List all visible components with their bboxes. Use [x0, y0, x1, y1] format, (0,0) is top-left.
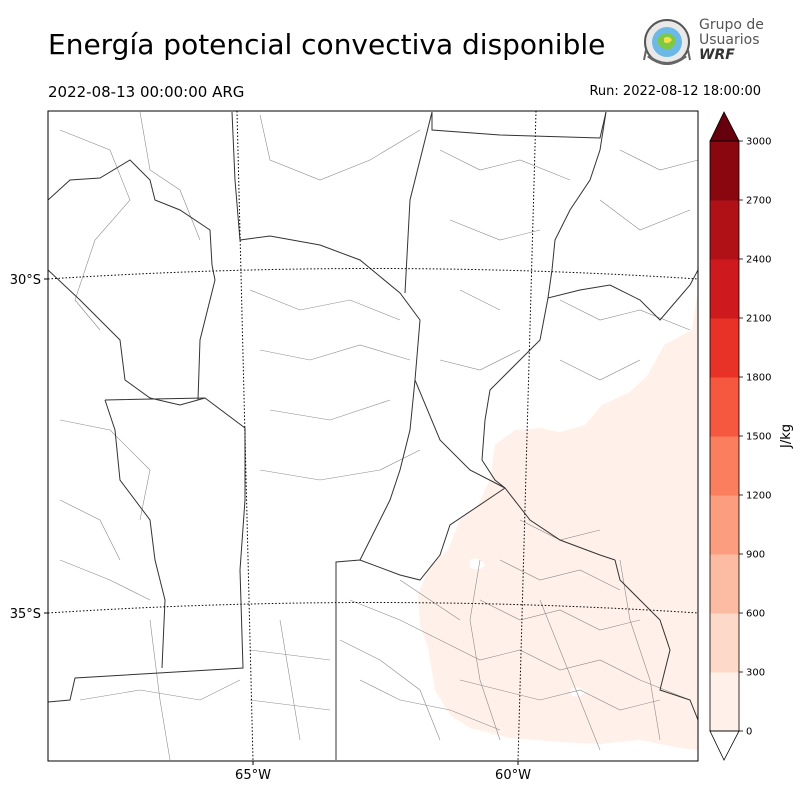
colorbar-band: [710, 436, 739, 496]
colorbar-band: [710, 318, 739, 378]
lon-label-60w: 60°W: [495, 768, 531, 783]
colorbar-band: [710, 200, 739, 260]
colorbar-tick-label: 300: [746, 668, 765, 679]
globe-emblem-icon: [643, 19, 691, 65]
province-boundaries: [48, 111, 698, 760]
cape-field: [418, 290, 698, 750]
colorbar-tick-label: 1500: [746, 432, 771, 443]
cape-gap: [470, 558, 485, 570]
colorbar-unit-label: J/kg: [779, 424, 794, 449]
logo-line-1: Grupo de: [699, 17, 764, 33]
colorbar-tick-label: 3000: [746, 137, 771, 148]
colorbar-tick-label: 0: [746, 727, 752, 738]
colorbar-tick-label: 1200: [746, 491, 771, 502]
colorbar-over-triangle: [709, 111, 740, 142]
colorbar-tick-label: 2100: [746, 314, 771, 325]
valid-time-label: 2022-08-13 00:00:00 ARG: [48, 83, 245, 101]
colorbar-bands: [710, 141, 739, 732]
map-title: Energía potencial convectiva disponible: [48, 28, 606, 61]
colorbar-band: [710, 613, 739, 673]
run-time-label: Run: 2022-08-12 18:00:00: [589, 84, 761, 99]
colorbar-tick-label: 2700: [746, 196, 771, 207]
colorbar-tick-label: 1800: [746, 373, 771, 384]
wrf-group-logo: Grupo de Usuarios WRF: [638, 16, 778, 72]
axis-ticks: [44, 278, 519, 765]
colorbar-band: [710, 495, 739, 555]
lon-label-65w: 65°W: [235, 768, 271, 783]
colorbar-ticks: 0 300 600 900 1200 1500 1800 2100 2400 2700 3000: [739, 137, 771, 738]
colorbar-tick-label: 900: [746, 550, 765, 561]
cape-gap: [570, 687, 586, 697]
colorbar-frame: [709, 140, 740, 732]
colorbar-band: [710, 141, 739, 201]
colorbar-band: [710, 377, 739, 437]
colorbar-band: [710, 259, 739, 319]
graticule: [48, 111, 698, 761]
map-frame: [47, 110, 699, 762]
colorbar-band: [710, 672, 739, 732]
department-boundaries: [59, 111, 698, 761]
lat-label-30s: 30°S: [10, 273, 41, 288]
colorbar-tick-label: 2400: [746, 255, 771, 266]
cape-shade-0-300: [418, 290, 698, 750]
colorbar-under-triangle: [709, 730, 740, 761]
colorbar-tick-label: 600: [746, 609, 765, 620]
colorbar: 0 300 600 900 1200 1500 1800 2100 2400 2700 3000 J…: [709, 111, 794, 761]
logo-line-2: Usuarios: [699, 32, 760, 48]
colorbar-band: [710, 554, 739, 614]
logo-line-3: WRF: [699, 47, 735, 63]
lat-label-35s: 35°S: [10, 607, 41, 622]
